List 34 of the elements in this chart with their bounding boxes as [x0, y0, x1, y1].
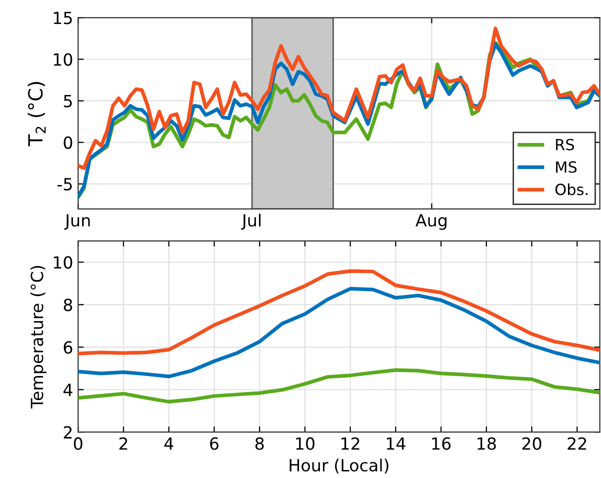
y-tick-label: 8	[64, 298, 72, 312]
y-tick-label: 10	[54, 256, 72, 269]
line-series	[78, 269, 600, 356]
y-axis-title: T$_{2}$ (°C)	[28, 82, 46, 146]
y-tick-label: 6	[64, 341, 72, 354]
x-tick-label: 6	[210, 437, 218, 450]
x-tick-label: 20	[522, 437, 542, 450]
x-tick-label: 0	[74, 437, 82, 450]
line-series	[78, 368, 600, 404]
x-tick-label: 4	[164, 437, 174, 450]
y-tick-label: 2	[64, 426, 72, 438]
y-axis-title: Temperature (°C)	[30, 266, 47, 408]
x-tick-label: 14	[386, 437, 406, 450]
y-tick-label: 0	[64, 136, 72, 149]
x-tick-label: Jun	[64, 214, 90, 230]
legend-label: MS	[556, 161, 577, 173]
x-tick-label: 8	[255, 437, 264, 450]
line-series	[78, 286, 600, 378]
y-tick-label: 15	[54, 12, 72, 24]
x-tick-label: 10	[296, 437, 314, 450]
y-tick-label: 10	[54, 53, 72, 66]
y-tick-label: 5	[64, 94, 72, 108]
y-tick-label: 4	[63, 384, 72, 396]
y-tick-label: -5	[57, 178, 72, 191]
x-tick-label: 2	[119, 437, 128, 450]
x-tick-label: 18	[478, 437, 496, 450]
x-tick-label: Jul	[241, 214, 261, 230]
x-tick-label: 12	[342, 437, 360, 450]
legend-label: Obs.	[555, 183, 588, 196]
x-tick-label: 22	[568, 437, 586, 450]
x-axis-title: Hour (Local)	[290, 458, 388, 474]
x-tick-label: 16	[432, 437, 451, 450]
legend-label: RS	[556, 138, 574, 150]
x-tick-label: Aug	[416, 214, 446, 230]
